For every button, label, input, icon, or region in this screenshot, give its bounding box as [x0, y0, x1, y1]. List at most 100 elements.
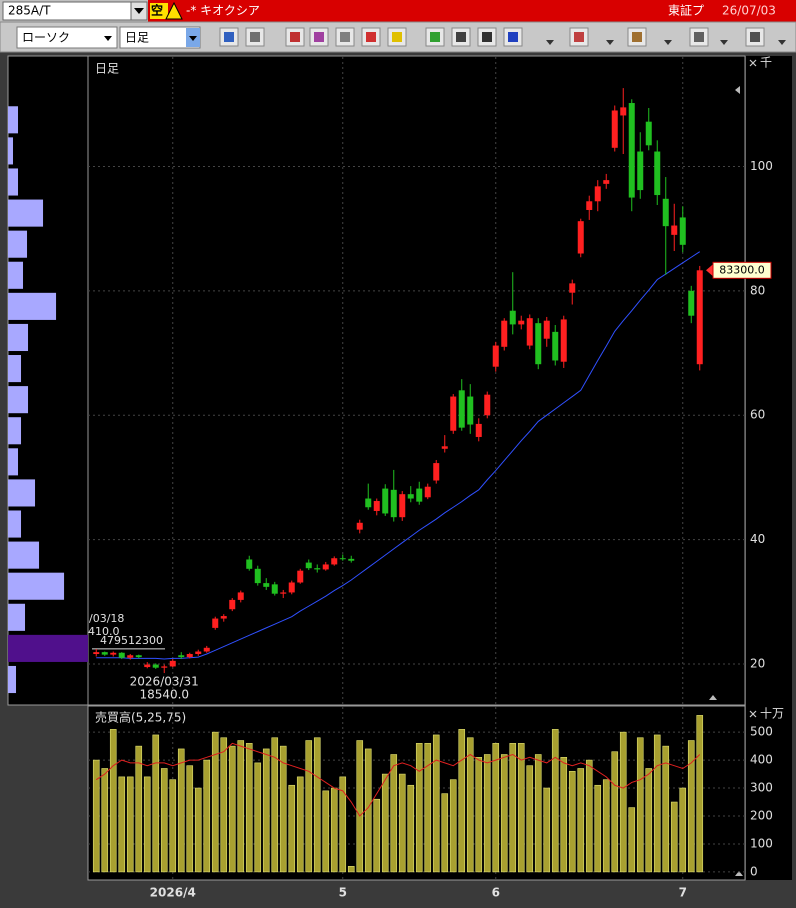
volume-bar: [143, 776, 151, 873]
profile-bar: [8, 541, 40, 569]
candle-body: [169, 660, 176, 667]
price-arrow: [706, 264, 713, 277]
toolbar-dropdown: [664, 40, 672, 45]
volume-bar: [687, 740, 695, 873]
annotation-value: 410.0: [88, 625, 120, 638]
x-tick-label: 7: [679, 886, 687, 900]
warning-icon: [165, 1, 183, 20]
x-tick-label: 6: [492, 886, 500, 900]
candle-body: [577, 221, 584, 254]
x-tick-label: 5: [339, 886, 347, 900]
candle-body: [492, 345, 499, 367]
volume-bar: [109, 729, 117, 873]
toolbar-dropdown: [606, 40, 614, 45]
candle-body: [382, 488, 389, 514]
period[interactable]: 日足: [125, 31, 149, 45]
volume-bar: [254, 762, 262, 873]
volume-title: 売買高(5,25,75): [95, 710, 186, 725]
icon-glyph: [250, 32, 260, 42]
price-box: [712, 261, 772, 279]
icon-glyph: [632, 32, 642, 42]
profile-bar: [8, 323, 29, 352]
volume-bar: [211, 731, 219, 873]
candle-body: [416, 488, 423, 502]
ma-line: [96, 251, 701, 660]
volume-bar: [611, 751, 619, 873]
volume-bar: [305, 740, 313, 873]
y-tick-label: 300: [750, 781, 773, 795]
volume-bar: [322, 790, 330, 873]
candle-body: [696, 270, 703, 365]
price-unit: 千: [760, 56, 772, 70]
candle-body: [467, 396, 474, 425]
volume-bar: [594, 784, 602, 873]
profile-bar: [8, 386, 29, 414]
candle-body: [560, 319, 567, 362]
icon-glyph: [366, 32, 376, 42]
volume-bar: [271, 737, 279, 873]
volume-bar: [543, 787, 551, 873]
volume-bar: [424, 743, 432, 873]
symbol[interactable]: 285A/T: [8, 4, 51, 18]
volume-bar: [118, 776, 126, 873]
candle-body: [297, 570, 304, 583]
style-select[interactable]: [16, 26, 118, 49]
candle-body: [671, 225, 678, 235]
candle-body: [365, 498, 372, 508]
x-tick-label: 2026/4: [150, 886, 196, 900]
volume-bar: [534, 754, 542, 873]
volume-bar: [483, 754, 491, 873]
profile-bar: [8, 417, 22, 445]
volume-bar: [432, 734, 440, 873]
toolbar-dropdown: [720, 40, 728, 45]
candle-body: [620, 107, 627, 116]
candle-body: [152, 664, 159, 668]
volume-bar: [449, 779, 457, 873]
candle-body: [543, 320, 550, 339]
profile-bar: [8, 634, 88, 662]
low-date: 2026/03/31: [130, 675, 199, 689]
toolbar-dropdown: [546, 40, 554, 45]
candle-body: [637, 151, 644, 191]
icon-glyph: [340, 32, 350, 42]
candle-body: [305, 562, 312, 569]
volume-bar: [636, 737, 644, 873]
volume-bar: [296, 776, 304, 873]
volume-bar: [339, 776, 347, 873]
candle-body: [93, 652, 100, 655]
chart-style[interactable]: ローソク: [22, 31, 70, 45]
annotation-date: /03/18: [89, 612, 124, 625]
icon-glyph: [750, 32, 760, 42]
candle-body: [509, 310, 516, 325]
candle-body: [450, 396, 457, 431]
volume-bar: [466, 737, 474, 873]
candle-body: [144, 664, 151, 668]
volume-bar: [177, 748, 185, 873]
icon-glyph: [508, 32, 518, 42]
candle-body: [280, 592, 287, 594]
volume-bar: [194, 787, 202, 873]
volume-bar: [407, 784, 415, 873]
candle-body: [254, 568, 261, 584]
candle-body: [322, 564, 329, 570]
volume-bar: [347, 866, 355, 873]
volume-bar: [653, 734, 661, 873]
volume-bar: [509, 743, 517, 873]
y-tick-label: 40: [750, 532, 765, 546]
volume-bar: [186, 765, 194, 873]
volume-bar: [279, 745, 287, 873]
y-tick-label: 400: [750, 753, 773, 767]
icon-glyph: [574, 32, 584, 42]
profile-bar: [8, 448, 19, 476]
profile-bar: [8, 479, 36, 507]
volume-bar: [169, 779, 177, 873]
y-tick-label: 0: [750, 864, 758, 878]
candle-body: [373, 501, 380, 511]
candle-body: [178, 655, 185, 658]
candle-body: [339, 558, 346, 560]
y-tick-label: 200: [750, 808, 773, 822]
volume-bar: [160, 768, 168, 873]
candle-body: [501, 320, 508, 347]
candle-body: [203, 647, 210, 652]
